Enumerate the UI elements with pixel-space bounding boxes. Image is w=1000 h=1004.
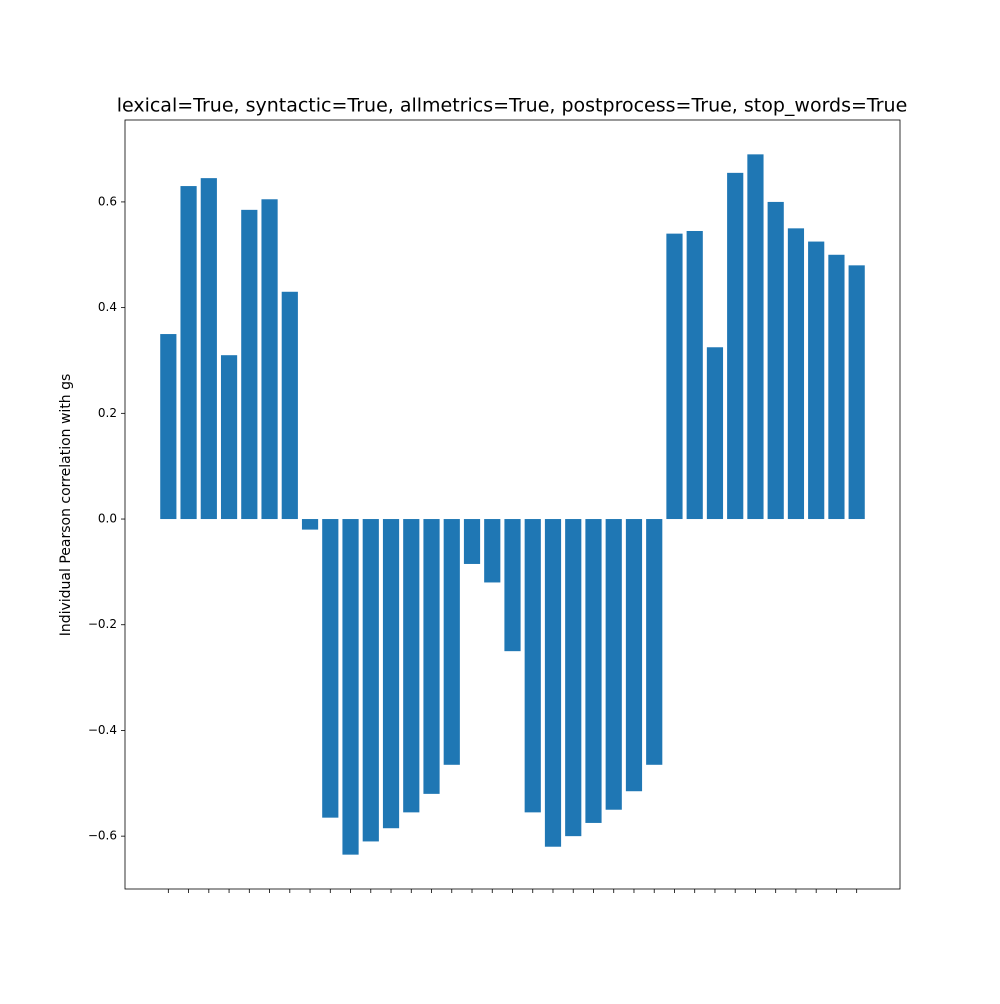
bar — [524, 519, 541, 813]
bar — [666, 233, 683, 520]
bar — [706, 347, 724, 520]
bar — [646, 519, 663, 765]
y-tick-label: 0.4 — [98, 300, 117, 314]
bar — [362, 519, 379, 842]
bar — [403, 519, 420, 813]
bar — [301, 519, 319, 530]
y-tick-label: −0.2 — [88, 617, 117, 631]
bar — [625, 519, 643, 792]
bar — [443, 519, 460, 765]
bar — [261, 199, 278, 520]
y-tick-label: 0.6 — [98, 194, 117, 208]
y-tick-label: −0.4 — [88, 723, 117, 737]
bar — [767, 201, 784, 520]
y-tick-label: 0.2 — [98, 406, 117, 420]
bar — [241, 209, 258, 520]
bar — [484, 519, 501, 583]
bar — [747, 154, 764, 520]
bar — [423, 519, 440, 794]
bar — [322, 519, 339, 818]
bar — [605, 519, 622, 810]
bar — [727, 172, 744, 520]
bar — [544, 519, 562, 847]
chart-title: lexical=True, syntactic=True, allmetrics… — [117, 95, 908, 117]
y-tick-label: −0.6 — [88, 829, 117, 843]
bar — [808, 241, 825, 520]
bar — [504, 519, 521, 652]
bar — [281, 291, 298, 520]
bar — [200, 178, 217, 520]
bar — [463, 519, 481, 564]
bar — [565, 519, 582, 837]
bar — [848, 265, 865, 520]
bar — [342, 519, 359, 855]
bar — [585, 519, 602, 823]
bar — [180, 186, 197, 520]
bar — [787, 228, 805, 520]
bar — [686, 230, 703, 520]
plot-frame — [124, 119, 901, 890]
bar — [382, 519, 400, 829]
bar — [220, 355, 238, 520]
bar — [160, 334, 177, 520]
y-axis-label: Individual Pearson correlation with gs — [58, 374, 74, 637]
y-tick-label: 0.0 — [98, 512, 117, 526]
bar — [828, 254, 845, 520]
